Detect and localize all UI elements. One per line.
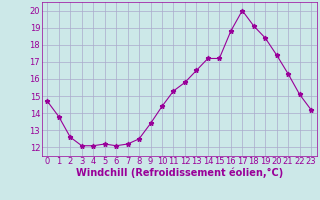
X-axis label: Windchill (Refroidissement éolien,°C): Windchill (Refroidissement éolien,°C) xyxy=(76,168,283,178)
